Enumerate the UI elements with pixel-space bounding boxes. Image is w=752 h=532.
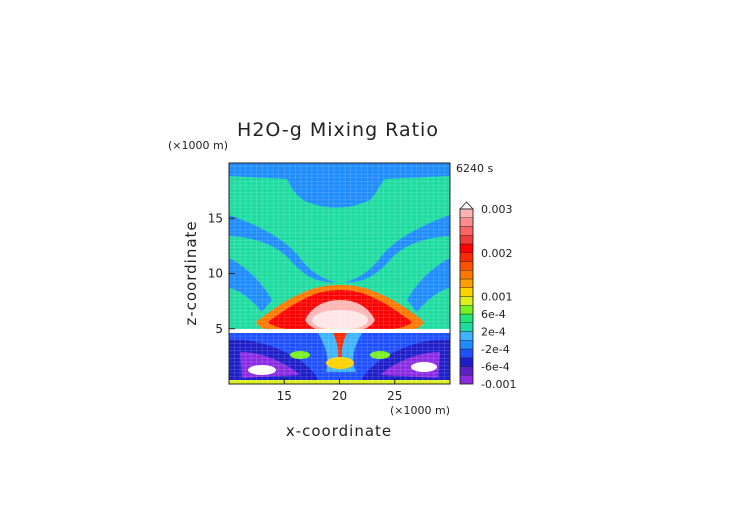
colorbar-tick-label: -6e-4: [481, 361, 510, 374]
colorbar-swatch: [459, 217, 474, 227]
colorbar-swatch: [459, 366, 474, 376]
x-axis-unit: (×1000 m): [390, 404, 450, 417]
colorbar-swatch: [459, 261, 474, 271]
colorbar-swatch: [459, 243, 474, 253]
y-axis-unit: (×1000 m): [168, 139, 228, 152]
colorbar-tick-label: 0.001: [481, 291, 513, 304]
x-tick-label: 25: [387, 389, 402, 403]
colorbar-tick-label: 2e-4: [481, 326, 506, 339]
x-tick-label: 20: [332, 389, 347, 403]
colorbar-swatch: [459, 226, 474, 236]
colorbar-swatch: [459, 287, 474, 297]
colorbar-tick-label: 0.003: [481, 203, 513, 216]
field-gap: [229, 329, 450, 333]
field-mid-blue-right: [407, 258, 450, 312]
field-stem-red: [333, 333, 347, 360]
colorbar-swatch: [459, 313, 474, 323]
time-label: 6240 s: [456, 162, 493, 175]
colorbar-extend-arrow: [459, 201, 474, 210]
colorbar-swatch: [459, 357, 474, 367]
colorbar-swatch: [459, 252, 474, 262]
chart-title: H2O-g Mixing Ratio: [237, 119, 439, 141]
colorbar-swatch: [459, 278, 474, 288]
y-axis-label: z-coordinate: [182, 220, 200, 325]
colorbar-swatch: [459, 305, 474, 315]
colorbar-swatch: [459, 375, 474, 385]
field-upper-arc-left: [229, 215, 335, 283]
field-upper-arc-right: [345, 215, 450, 283]
colorbar: 0.003 0.002 0.001 6e-4 2e-4 -2e-4 -6e-4 -0.001: [459, 201, 516, 391]
y-tick-label: 5: [215, 322, 223, 336]
x-tick-label: 15: [277, 389, 292, 403]
colorbar-swatch: [459, 270, 474, 280]
colorbar-tick-label: -0.001: [481, 378, 516, 391]
field-stem-yellow: [326, 357, 354, 369]
colorbar-swatch: [459, 348, 474, 358]
field-mid-blue-left: [229, 258, 272, 312]
field-lower-white-left: [248, 365, 276, 375]
y-tick-label: 10: [208, 267, 223, 281]
x-axis-label: x-coordinate: [286, 422, 392, 440]
field-green-left: [290, 351, 310, 359]
y-tick-label: 15: [208, 211, 223, 225]
colorbar-tick-label: -2e-4: [481, 343, 510, 356]
field-green-right: [370, 351, 390, 359]
field-upper-blue-band: [229, 163, 450, 208]
colorbar-swatch: [459, 322, 474, 332]
colorbar-swatch: [459, 296, 474, 306]
colorbar-swatch: [459, 340, 474, 350]
colorbar-tick-label: 6e-4: [481, 308, 506, 321]
plot-area: 15 20 25 5 10 15: [208, 162, 451, 403]
colorbar-tick-label: 0.002: [481, 247, 513, 260]
field-lower-white-right: [411, 362, 437, 372]
colorbar-swatch: [459, 208, 474, 218]
colorbar-swatch: [459, 331, 474, 341]
colorbar-frame: [459, 208, 474, 385]
colorbar-swatch: [459, 235, 474, 245]
field-plume-center: [312, 310, 368, 330]
